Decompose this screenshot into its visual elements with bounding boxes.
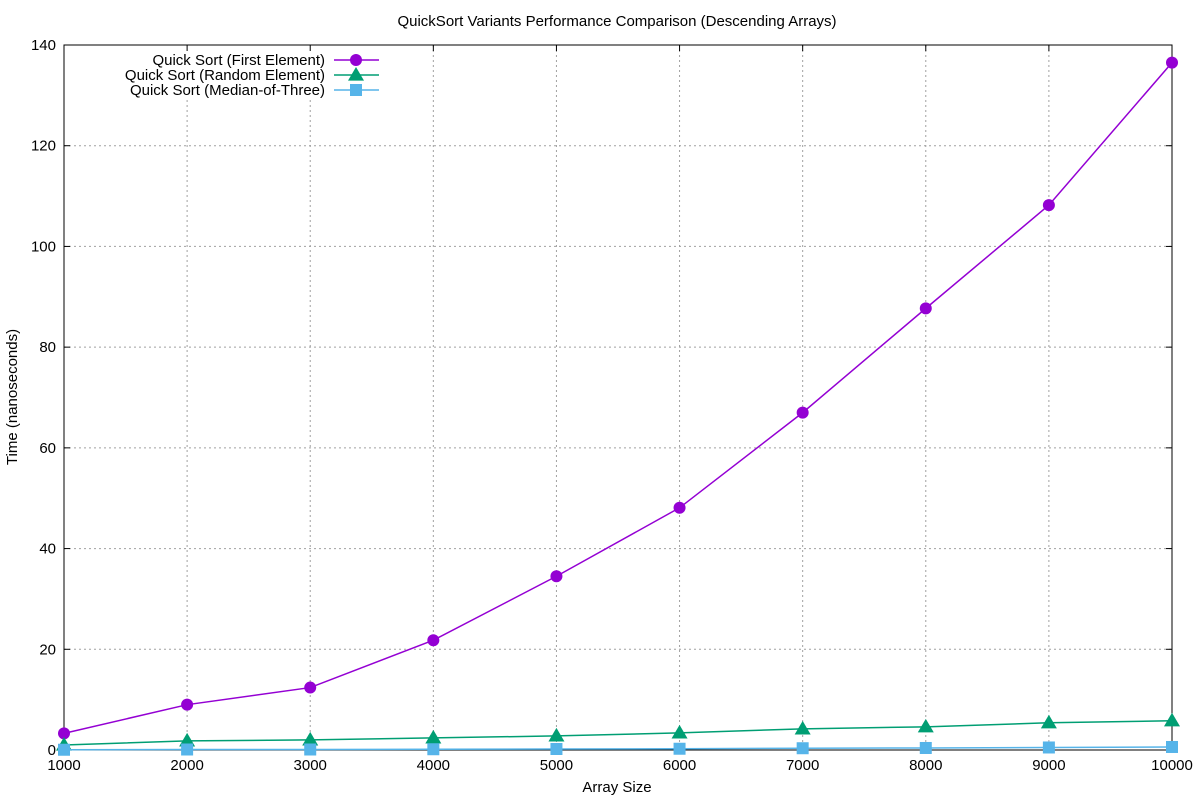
x-tick-label: 1000 xyxy=(47,757,80,774)
data-point xyxy=(302,731,319,746)
x-axis-label: Array Size xyxy=(582,779,651,796)
series-layer xyxy=(56,56,1180,756)
plot-frame xyxy=(63,44,1173,751)
x-tick-label: 3000 xyxy=(294,757,327,774)
data-point xyxy=(1164,712,1180,727)
data-point xyxy=(425,729,442,744)
y-tick-label: 40 xyxy=(39,541,56,558)
data-point xyxy=(304,681,317,694)
legend-label: Quick Sort (Random Element) xyxy=(125,67,325,84)
ticks-layer: 1000 2000 3000 4000 5000 6000 7000 8000 9000 1000… xyxy=(31,37,1193,774)
y-tick-label: 80 xyxy=(39,339,56,356)
data-point xyxy=(427,743,440,756)
y-tick-label: 0 xyxy=(48,742,56,759)
series-2 xyxy=(56,712,1180,751)
legend: Quick Sort (First Element)Quick Sort (Ra… xyxy=(125,52,379,99)
data-point xyxy=(917,718,934,733)
y-tick-label: 60 xyxy=(39,440,56,457)
data-point xyxy=(179,732,196,747)
data-point xyxy=(58,743,70,756)
x-tick-label: 4000 xyxy=(417,757,450,774)
series-line xyxy=(63,746,1173,751)
data-point xyxy=(550,570,563,583)
legend-item: Quick Sort (First Element) xyxy=(152,52,379,69)
legend-label: Quick Sort (Median-of-Three) xyxy=(130,82,325,99)
legend-marker xyxy=(348,67,364,81)
data-point xyxy=(1042,199,1055,212)
legend-label: Quick Sort (First Element) xyxy=(152,52,325,69)
legend-marker xyxy=(350,84,362,96)
series-line xyxy=(63,62,1173,735)
series-3 xyxy=(58,740,1178,756)
data-point xyxy=(796,742,809,755)
data-point xyxy=(796,406,809,419)
legend-item: Quick Sort (Random Element) xyxy=(125,67,379,84)
x-tick-label: 2000 xyxy=(170,757,203,774)
data-point xyxy=(673,501,686,514)
x-tick-label: 9000 xyxy=(1032,757,1065,774)
y-axis-label: Time (nanoseconds) xyxy=(4,329,21,465)
data-point xyxy=(58,727,70,740)
data-point xyxy=(1166,740,1178,753)
data-point xyxy=(181,698,194,711)
y-tick-label: 140 xyxy=(31,37,56,54)
data-point xyxy=(919,741,932,754)
x-tick-label: 10000 xyxy=(1151,757,1193,774)
y-tick-label: 100 xyxy=(31,238,56,255)
data-point xyxy=(548,727,565,742)
data-point xyxy=(550,742,563,755)
data-point xyxy=(1040,714,1057,729)
series-line xyxy=(63,720,1173,746)
y-tick-label: 20 xyxy=(39,641,56,658)
data-point xyxy=(671,724,688,739)
data-point xyxy=(1166,56,1178,69)
x-tick-label: 7000 xyxy=(786,757,819,774)
chart-title: QuickSort Variants Performance Compariso… xyxy=(397,13,836,30)
x-tick-label: 8000 xyxy=(909,757,942,774)
data-point xyxy=(427,634,440,647)
data-point xyxy=(1042,741,1055,754)
grid-layer xyxy=(64,45,1172,750)
series-1 xyxy=(58,56,1178,740)
data-point xyxy=(794,720,811,735)
data-point xyxy=(673,742,686,755)
legend-marker xyxy=(350,54,362,66)
legend-item: Quick Sort (Median-of-Three) xyxy=(130,82,379,99)
data-point xyxy=(919,302,932,315)
x-tick-label: 6000 xyxy=(663,757,696,774)
y-tick-label: 120 xyxy=(31,138,56,155)
data-point xyxy=(181,743,194,756)
x-tick-label: 5000 xyxy=(540,757,573,774)
data-point xyxy=(304,743,317,756)
